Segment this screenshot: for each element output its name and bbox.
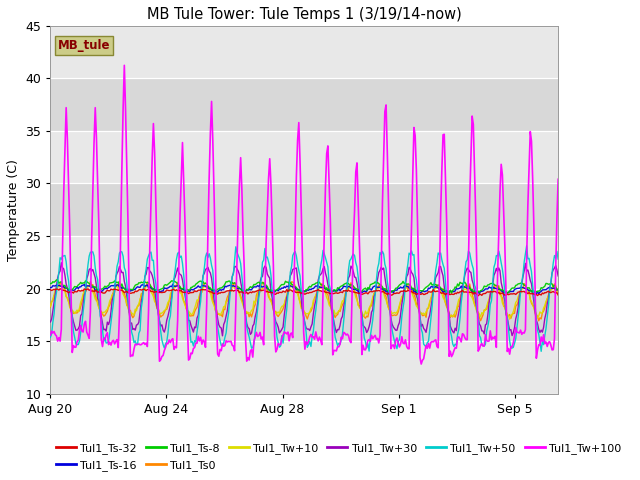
Bar bbox=[51, 341, 558, 394]
Legend: Tul1_Ts-32, Tul1_Ts-16, Tul1_Ts-8, Tul1_Ts0, Tul1_Tw+10, Tul1_Tw+30, Tul1_Tw+50,: Tul1_Ts-32, Tul1_Ts-16, Tul1_Ts-8, Tul1_… bbox=[56, 444, 621, 471]
Bar bbox=[51, 131, 558, 183]
Y-axis label: Temperature (C): Temperature (C) bbox=[7, 159, 20, 261]
Text: MB_tule: MB_tule bbox=[58, 39, 111, 52]
Bar bbox=[51, 26, 558, 78]
Bar bbox=[51, 236, 558, 288]
Title: MB Tule Tower: Tule Temps 1 (3/19/14-now): MB Tule Tower: Tule Temps 1 (3/19/14-now… bbox=[147, 7, 461, 22]
